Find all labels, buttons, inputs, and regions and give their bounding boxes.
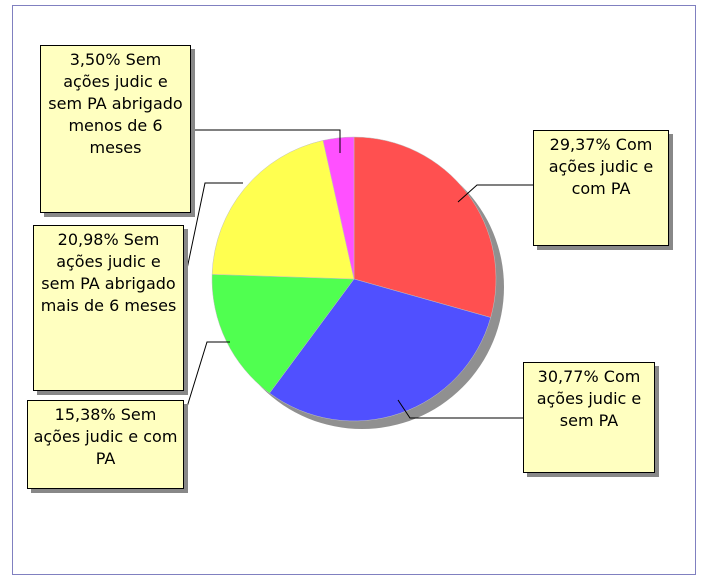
value-label: 20,98% xyxy=(57,230,119,249)
category-label: Sem ações judic e com PA xyxy=(33,405,178,468)
value-label: 30,77% xyxy=(537,367,599,386)
pie-slice xyxy=(269,278,491,422)
value-label: 29,37% xyxy=(549,135,611,154)
data-label: 30,77% Com ações judic e sem PA xyxy=(523,362,655,473)
category-label: Sem ações judic e sem PA abrigado mais d… xyxy=(40,230,177,315)
value-label: 3,50% xyxy=(69,50,121,69)
category-label: Com ações judic e com PA xyxy=(548,135,654,198)
data-label: 3,50% Sem ações judic e sem PA abrigado … xyxy=(40,45,191,213)
chart xyxy=(182,129,533,429)
leader-line xyxy=(195,129,341,153)
pie-slice xyxy=(211,140,355,280)
leader-line xyxy=(457,184,533,203)
data-label: 15,38% Sem ações judic e com PA xyxy=(27,400,184,489)
data-label: 20,98% Sem ações judic e sem PA abrigado… xyxy=(33,225,184,391)
category-label: Com ações judic e sem PA xyxy=(536,367,642,430)
leader-line xyxy=(397,399,523,419)
leader-line xyxy=(182,341,230,421)
value-label: 15,38% xyxy=(54,405,116,424)
category-label: Sem ações judic e sem PA abrigado menos … xyxy=(48,50,183,157)
data-label: 29,37% Com ações judic e com PA xyxy=(533,130,669,246)
pie-slice xyxy=(211,274,355,394)
page: {"chart_data": {"type": "pie", "categori… xyxy=(12,5,696,575)
leader-line xyxy=(182,182,243,289)
pie-slice xyxy=(322,136,355,280)
